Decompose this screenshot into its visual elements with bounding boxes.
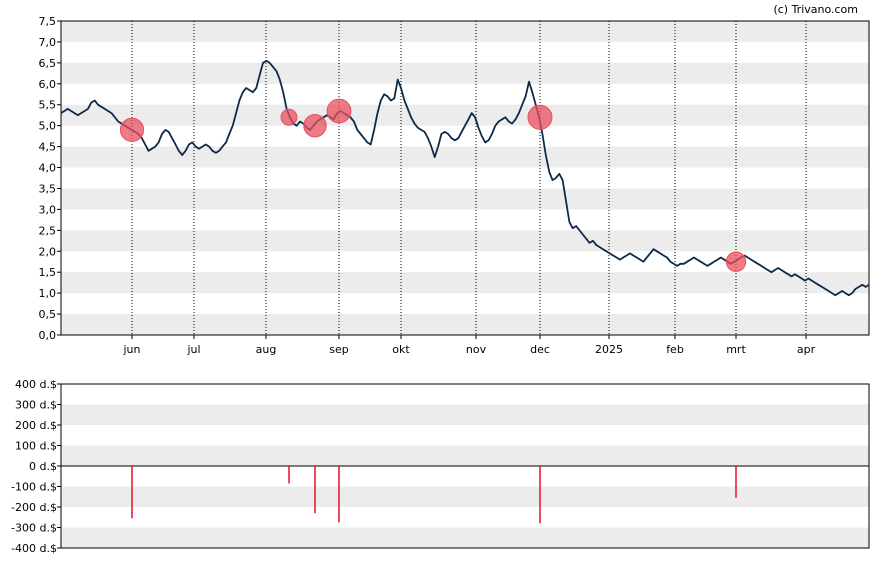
y-tick-label: 2,5 [39, 224, 57, 237]
y-tick-label: 6,5 [39, 57, 57, 70]
volume-band [61, 486, 869, 507]
x-tick-label: jul [186, 343, 200, 356]
x-tick-label: nov [466, 343, 487, 356]
volume-y-tick-label: -100 d.$ [11, 481, 57, 494]
volume-band [61, 527, 869, 548]
y-tick-label: 4,0 [39, 162, 57, 175]
volume-y-tick-label: 400 d.$ [15, 378, 57, 391]
x-tick-label: dec [530, 343, 550, 356]
y-tick-label: 4,5 [39, 141, 57, 154]
x-tick-label: aug [256, 343, 277, 356]
price-band [61, 62, 869, 84]
transaction-marker [119, 117, 145, 142]
y-tick-label: 3,0 [39, 203, 57, 216]
volume-y-tick-label: 0 d.$ [29, 460, 57, 473]
volume-frame [60, 383, 870, 549]
volume-y-tick-label: -200 d.$ [11, 501, 57, 514]
volume-y-tick-label: 100 d.$ [15, 440, 57, 453]
y-tick-label: 0,0 [39, 329, 57, 342]
y-tick-label: 6,0 [39, 78, 57, 91]
price-band [61, 146, 869, 168]
price-frame [60, 20, 870, 336]
transaction-marker [303, 113, 327, 138]
credit-text: (c) Trivano.com [773, 3, 858, 16]
y-tick-label: 7,0 [39, 36, 57, 49]
volume-band [61, 445, 869, 466]
volume-y-tick-label: 200 d.$ [15, 419, 57, 432]
y-tick-label: 1,5 [39, 266, 57, 279]
x-tick-label: okt [392, 343, 410, 356]
y-tick-label: 7,5 [39, 15, 57, 28]
price-band [61, 188, 869, 210]
y-tick-label: 5,5 [39, 99, 57, 112]
volume-band [61, 404, 869, 425]
transaction-marker [527, 104, 553, 130]
y-tick-label: 5,0 [39, 120, 57, 133]
x-tick-label: apr [797, 343, 816, 356]
x-tick-label: jun [123, 343, 141, 356]
price-band [61, 230, 869, 252]
transaction-marker [725, 251, 747, 272]
x-tick-label: 2025 [595, 343, 623, 356]
volume-y-tick-label: -400 d.$ [11, 542, 57, 555]
price-band [61, 21, 869, 42]
price-line [60, 59, 870, 297]
price-band [61, 272, 869, 294]
y-tick-label: 2,0 [39, 245, 57, 258]
insider-volume-panel: 400 d.$ 300 d.$ 200 d.$ 100 d.$ 0 d.$ -100 d.… [11, 378, 870, 555]
volume-y-tick-label: 300 d.$ [15, 399, 57, 412]
y-tick-label: 1,0 [39, 287, 57, 300]
price-band [61, 104, 869, 126]
price-band [61, 314, 869, 335]
y-tick-label: 3,5 [39, 182, 57, 195]
y-tick-label: 0,5 [39, 308, 57, 321]
transaction-marker [326, 98, 352, 124]
x-tick-label: mrt [726, 343, 746, 356]
transaction-marker [280, 108, 298, 126]
x-tick-label: sep [329, 343, 348, 356]
volume-y-tick-label: -300 d.$ [11, 522, 57, 535]
price-panel: jun jul aug sep okt nov dec 2025 feb mrt apr 0,0 0,5… [39, 15, 870, 356]
x-tick-label: feb [666, 343, 684, 356]
